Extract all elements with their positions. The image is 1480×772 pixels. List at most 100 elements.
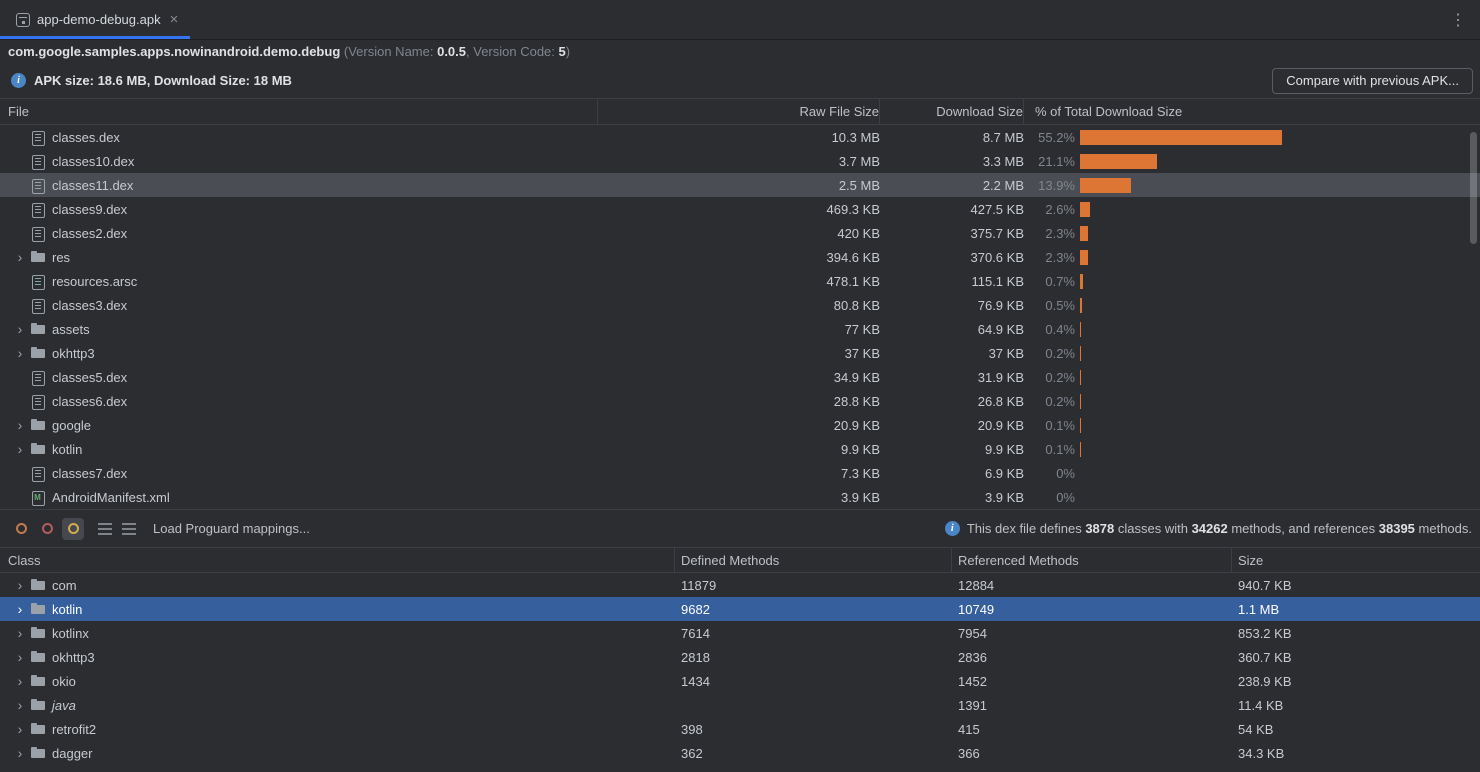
percent-bar-cell [1075,269,1480,293]
download-size-value: 2.2 MB [982,177,1024,193]
file-row[interactable]: classes11.dex 2.5 MB 2.2 MB 13.9% [0,173,1480,197]
chevron-expand-icon[interactable] [12,250,28,264]
raw-file-size-value: 9.9 KB [840,441,880,457]
download-percent-bar [1080,177,1131,193]
file-row[interactable]: AndroidManifest.xml 3.9 KB 3.9 KB 0% [0,485,1480,509]
file-row[interactable]: classes.dex 10.3 MB 8.7 MB 55.2% [0,125,1480,149]
package-name: com.google.samples.apps.nowinandroid.dem… [8,44,341,59]
chevron-expand-icon[interactable] [12,722,28,736]
class-name: kotlin [52,601,83,617]
dex-filter-toggle-3[interactable] [62,517,84,540]
file-row[interactable]: classes10.dex 3.7 MB 3.3 MB 21.1% [0,149,1480,173]
size-value: 1.1 MB [1238,601,1280,617]
size-value: 34.3 KB [1238,745,1285,761]
class-row[interactable]: kotlin 9682 10749 1.1 MB [0,597,1480,621]
percent-value: 2.3% [1045,249,1075,265]
download-size-value: 9.9 KB [984,441,1024,457]
dex-filter-toggle-2[interactable] [36,518,58,540]
column-header-download-size[interactable]: Download Size [880,99,1024,124]
class-row[interactable]: okio 1434 1452 238.9 KB [0,669,1480,693]
column-header-class[interactable]: Class [0,548,675,572]
percent-bar-cell [1075,341,1480,365]
raw-file-size-value: 34.9 KB [833,369,880,385]
chevron-expand-icon[interactable] [12,746,28,760]
chevron-expand-icon[interactable] [12,650,28,664]
file-row[interactable]: classes3.dex 80.8 KB 76.9 KB 0.5% [0,293,1480,317]
file-name-cell: classes11.dex [0,173,598,197]
class-row[interactable]: dagger 362 366 34.3 KB [0,741,1480,765]
download-percent-bar [1080,273,1083,289]
file-row[interactable]: google 20.9 KB 20.9 KB 0.1% [0,413,1480,437]
size-value: 54 KB [1238,721,1274,737]
chevron-expand-icon[interactable] [12,602,28,616]
file-row[interactable]: okhttp3 37 KB 37 KB 0.2% [0,341,1480,365]
chevron-expand-icon[interactable] [12,322,28,336]
collapse-all-icon[interactable] [122,522,136,535]
class-row[interactable]: kotlinx 7614 7954 853.2 KB [0,621,1480,645]
class-row[interactable]: com 11879 12884 940.7 KB [0,573,1480,597]
compare-apk-button[interactable]: Compare with previous APK... [1272,67,1473,94]
file-name: res [52,249,71,265]
file-row[interactable]: resources.arsc 478.1 KB 115.1 KB 0.7% [0,269,1480,293]
percent-bar-cell [1075,197,1480,221]
percent-value: 13.9% [1038,177,1075,193]
chevron-expand-icon[interactable] [12,626,28,640]
class-name-cell: kotlinx [0,621,675,645]
info-icon [944,521,960,536]
file-name: classes2.dex [52,225,128,241]
tab-apk-file[interactable]: app-demo-debug.apk × [0,0,191,39]
chevron-expand-icon[interactable] [12,698,28,712]
tab-close-icon[interactable]: × [169,11,179,28]
column-header-size[interactable]: Size [1238,552,1264,568]
referenced-nodes-filter-icon [67,523,79,534]
column-header-raw-file-size[interactable]: Raw File Size [598,99,880,124]
percent-bar-cell [1075,245,1480,269]
expand-all-icon[interactable] [98,522,112,535]
download-size-label: , Download Size: [146,73,254,88]
file-row[interactable]: classes9.dex 469.3 KB 427.5 KB 2.6% [0,197,1480,221]
file-name-cell: AndroidManifest.xml [0,485,598,509]
folder-icon [31,346,46,361]
column-header-file[interactable]: File [0,99,598,124]
package-icon [31,674,46,689]
download-percent-bar [1080,345,1081,361]
class-row[interactable]: retrofit2 398 415 54 KB [0,717,1480,741]
package-header-line: com.google.samples.apps.nowinandroid.dem… [0,40,1480,63]
column-header-percent-of-total[interactable]: % of Total Download Size [1035,104,1183,119]
load-proguard-mappings-button[interactable]: Load Proguard mappings... [153,521,310,536]
percent-bar-cell [1075,485,1480,509]
dex-references-count: 38395 [1378,521,1415,536]
file-row[interactable]: classes6.dex 28.8 KB 26.8 KB 0.2% [0,389,1480,413]
raw-file-size-value: 3.7 MB [838,153,880,169]
file-row[interactable]: assets 77 KB 64.9 KB 0.4% [0,317,1480,341]
file-row[interactable]: classes5.dex 34.9 KB 31.9 KB 0.2% [0,365,1480,389]
class-name-cell: com [0,573,675,597]
file-name-cell: okhttp3 [0,341,598,365]
chevron-expand-icon[interactable] [12,674,28,688]
version-code-label: , Version Code: [466,44,559,59]
file-row[interactable]: classes2.dex 420 KB 375.7 KB 2.3% [0,221,1480,245]
chevron-expand-icon[interactable] [12,346,28,360]
column-header-referenced-methods[interactable]: Referenced Methods [952,548,1232,572]
chevron-expand-icon[interactable] [12,418,28,432]
percent-bar-cell [1075,125,1480,149]
class-name-cell: kotlin [0,597,675,621]
column-header-defined-methods[interactable]: Defined Methods [675,548,952,572]
percent-value: 0.7% [1045,273,1075,289]
download-size-value: 76.9 KB [977,297,1024,313]
file-row[interactable]: classes7.dex 7.3 KB 6.9 KB 0% [0,461,1480,485]
overflow-menu-icon[interactable]: ⋮ [1450,11,1466,29]
dex-filter-toggle-1[interactable] [10,518,32,540]
chevron-expand-icon[interactable] [12,578,28,592]
class-row[interactable]: okhttp3 2818 2836 360.7 KB [0,645,1480,669]
vertical-scrollbar[interactable] [1470,132,1477,244]
file-row[interactable]: kotlin 9.9 KB 9.9 KB 0.1% [0,437,1480,461]
class-name-cell: okio [0,669,675,693]
file-row[interactable]: res 394.6 KB 370.6 KB 2.3% [0,245,1480,269]
chevron-expand-icon[interactable] [12,442,28,456]
manifest-icon [31,490,46,506]
percent-bar-cell [1075,317,1480,341]
percent-bar-cell [1075,173,1480,197]
folder-icon [31,418,46,433]
class-row[interactable]: java 1391 11.4 KB [0,693,1480,717]
